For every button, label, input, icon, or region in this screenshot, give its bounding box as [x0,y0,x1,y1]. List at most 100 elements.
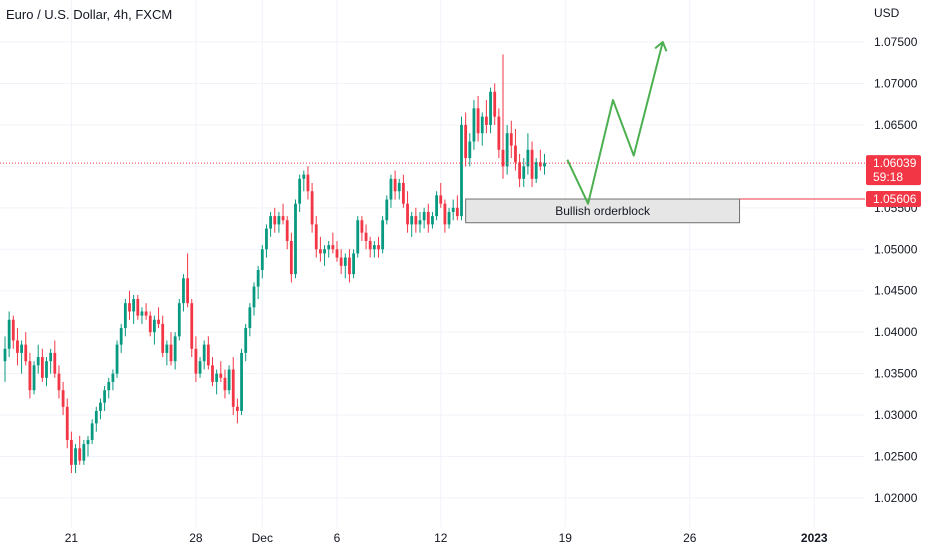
candle-body [206,344,210,366]
candle-body [439,195,443,204]
symbol-title: Euro / U.S. Dollar, 4h, FXCM [6,7,173,22]
candle-body [265,228,268,250]
candle-body [136,299,140,316]
candle-body [123,303,127,329]
candle-body [11,319,15,341]
y-tick-label: 1.07500 [874,35,918,49]
candle-body [451,207,455,212]
y-tick-label: 1.03000 [874,408,918,422]
candle-body [306,174,310,192]
y-tick-label: 1.03500 [874,367,918,381]
candle-body [240,352,243,411]
candle-body [426,211,430,225]
candle-body [460,124,463,217]
candle-body [169,344,173,362]
price-lines-layer [0,162,865,200]
candle-body [115,344,119,374]
candle-body [485,116,488,125]
candle-body [285,220,289,241]
candle-body [260,249,264,270]
candle-body [435,195,438,217]
orderblock-box[interactable] [465,198,741,224]
time-axis[interactable]: 21 28 Dec 6 12 19 26 2023 [65,531,828,545]
candle-body [418,220,422,225]
candle-body [49,352,53,362]
candle-body [53,352,57,374]
candle-body [472,108,476,142]
candle-body [3,348,7,362]
candle-body [78,448,82,461]
candle-body [177,303,181,337]
candle-body [119,328,123,345]
candle-body [476,108,480,134]
candle-body [327,245,331,250]
candle-body [7,319,11,349]
candle-body [231,369,235,407]
candle-body [128,303,131,312]
candle-body [273,216,277,225]
candle-body [298,178,302,204]
projection-layer [566,41,668,205]
candle-body [140,311,144,316]
candle-body [173,336,177,362]
candle-body [215,373,219,382]
candle-body [489,91,492,125]
candle-body [186,278,189,304]
candle-body [352,253,355,275]
price-axis[interactable]: 1.075001.070001.065001.060001.055001.050… [866,6,921,505]
level-price-tag[interactable] [866,191,921,208]
candle-body [57,373,61,391]
candle-body [368,240,372,250]
candle-body [45,361,48,378]
candle-body [90,423,94,440]
x-tick-label: 26 [683,531,697,545]
candle-body [455,207,459,217]
candle-body [543,163,546,167]
candle-body [497,116,501,150]
candle-body [74,448,77,465]
candle-body [256,270,260,287]
candle-body [364,232,368,241]
x-tick-label: 12 [434,531,448,545]
candle-body [356,220,360,254]
candle-body [530,149,534,179]
candle-body [538,162,542,167]
candle-body [348,257,351,275]
candle-body [277,216,281,225]
candle-body [103,390,106,403]
candle-body [294,203,297,275]
candle-body [509,133,513,146]
candle-body [501,149,505,167]
candle-body [82,444,86,461]
candle-body [94,410,98,424]
candle-body [480,116,484,134]
candle-body [319,249,322,254]
current-price-tag[interactable] [866,155,921,186]
x-tick-label: Dec [252,531,273,545]
candle-body [431,216,434,225]
candle-body [144,311,148,316]
candle-body [65,406,69,440]
candle-body [289,240,293,275]
candle-body [314,224,318,250]
projection-arrow-icon [654,41,668,52]
candle-body [372,245,376,250]
candle-body [335,249,339,258]
candle-body [202,344,206,362]
candle-body [389,178,393,200]
candle-body [505,133,509,167]
projection-path[interactable] [566,41,664,205]
candle-body [28,361,32,391]
candle-body [252,286,256,308]
candle-body [86,439,90,445]
candle-body [236,406,239,411]
currency-label: USD [874,6,900,20]
candle-body [447,211,451,225]
candle-body [153,319,156,333]
candle-body [20,344,23,353]
candle-body [381,220,385,250]
current-price-label: 1.06039 [873,156,917,170]
candle-body [422,211,426,221]
